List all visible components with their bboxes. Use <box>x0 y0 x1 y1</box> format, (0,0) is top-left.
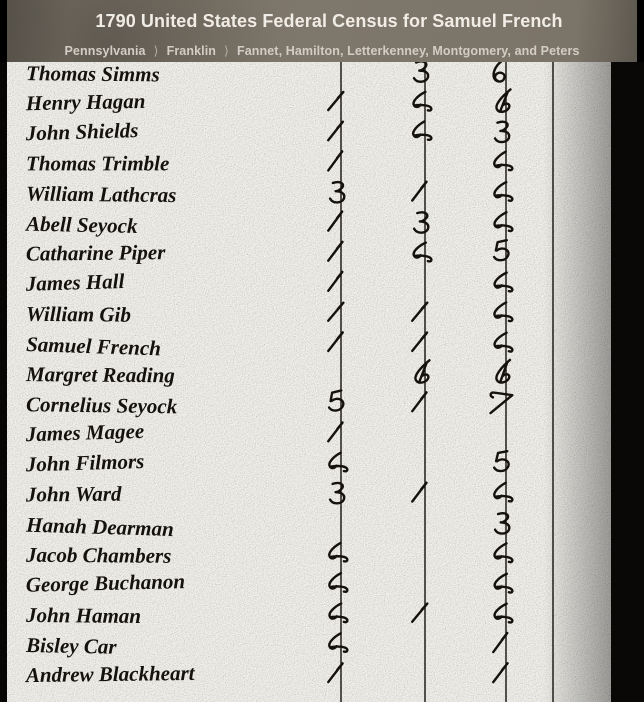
svg-text:Andrew Blackheart: Andrew Blackheart <box>24 661 196 687</box>
svg-text:John Ward: John Ward <box>25 482 122 507</box>
svg-text:James Magee: James Magee <box>24 419 144 446</box>
svg-text:John Filmors: John Filmors <box>24 449 144 476</box>
svg-text:William Lathcras: William Lathcras <box>26 182 177 208</box>
svg-text:Hanah Dearman: Hanah Dearman <box>25 513 174 542</box>
svg-text:John Haman: John Haman <box>25 603 141 628</box>
svg-text:James Hall: James Hall <box>24 269 124 296</box>
svg-text:George Buchanon: George Buchanon <box>26 569 186 597</box>
svg-text:Jacob Chambers: Jacob Chambers <box>25 543 171 568</box>
svg-text:Bisley Car: Bisley Car <box>25 633 118 659</box>
svg-text:William Gib: William Gib <box>26 302 131 327</box>
svg-text:Margret Reading: Margret Reading <box>25 362 175 387</box>
svg-text:John Shields: John Shields <box>24 118 138 145</box>
svg-text:Abell Seyock: Abell Seyock <box>24 212 138 238</box>
svg-text:Cornelius Seyock: Cornelius Seyock <box>26 392 178 418</box>
svg-text:Catharine Piper: Catharine Piper <box>26 240 167 266</box>
svg-text:Thomas Simms: Thomas Simms <box>26 62 160 86</box>
svg-text:Henry Hagan: Henry Hagan <box>25 89 146 115</box>
svg-text:Samuel French: Samuel French <box>26 332 161 360</box>
svg-text:Thomas Trimble: Thomas Trimble <box>26 151 169 175</box>
